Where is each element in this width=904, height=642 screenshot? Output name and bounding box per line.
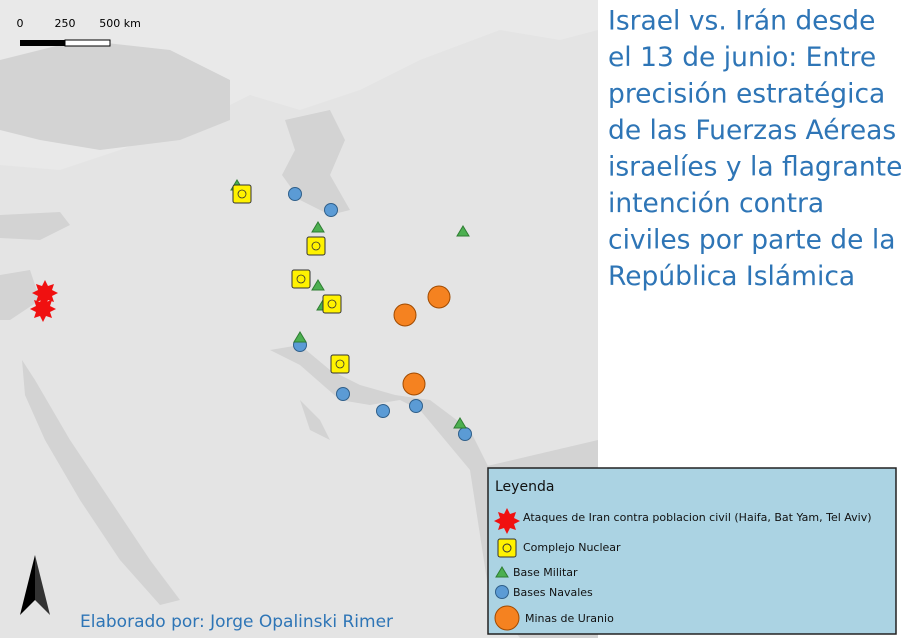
markers: [30, 179, 472, 441]
title-line: civiles por parte de la: [608, 225, 895, 256]
legend: Leyenda Ataques de Iran contra poblacion…: [487, 467, 897, 635]
scale-label: 250: [55, 17, 76, 30]
legend-label: Ataques de Iran contra poblacion civil (…: [523, 511, 872, 524]
north-arrow: [35, 555, 50, 615]
north-arrow: [20, 555, 35, 615]
scale-bar: 0 250 500 km: [17, 17, 141, 47]
title-line: precisión estratégica: [608, 79, 885, 110]
legend-title: Leyenda: [495, 479, 554, 495]
title-line: República Islámica: [608, 261, 855, 292]
scale-label: 500 km: [99, 17, 141, 30]
credit: Elaborado por: Jorge Opalinski Rimer: [80, 612, 393, 632]
scale-label: 0: [17, 17, 24, 30]
title-line: israelíes y la flagrante: [608, 152, 902, 183]
legend-label: Minas de Uranio: [525, 612, 614, 625]
title-line: de las Fuerzas Aéreas: [608, 115, 896, 146]
title-line: intención contra: [608, 188, 824, 219]
title-line: el 13 de junio: Entre: [608, 42, 876, 73]
title-line: Israel vs. Irán desde: [608, 6, 875, 37]
legend-label: Base Militar: [513, 566, 578, 579]
title: Israel vs. Irán desde el 13 de junio: Ent…: [608, 6, 902, 293]
map-area: [0, 0, 598, 638]
legend-label: Bases Navales: [513, 586, 593, 599]
legend-label: Complejo Nuclear: [523, 541, 621, 554]
